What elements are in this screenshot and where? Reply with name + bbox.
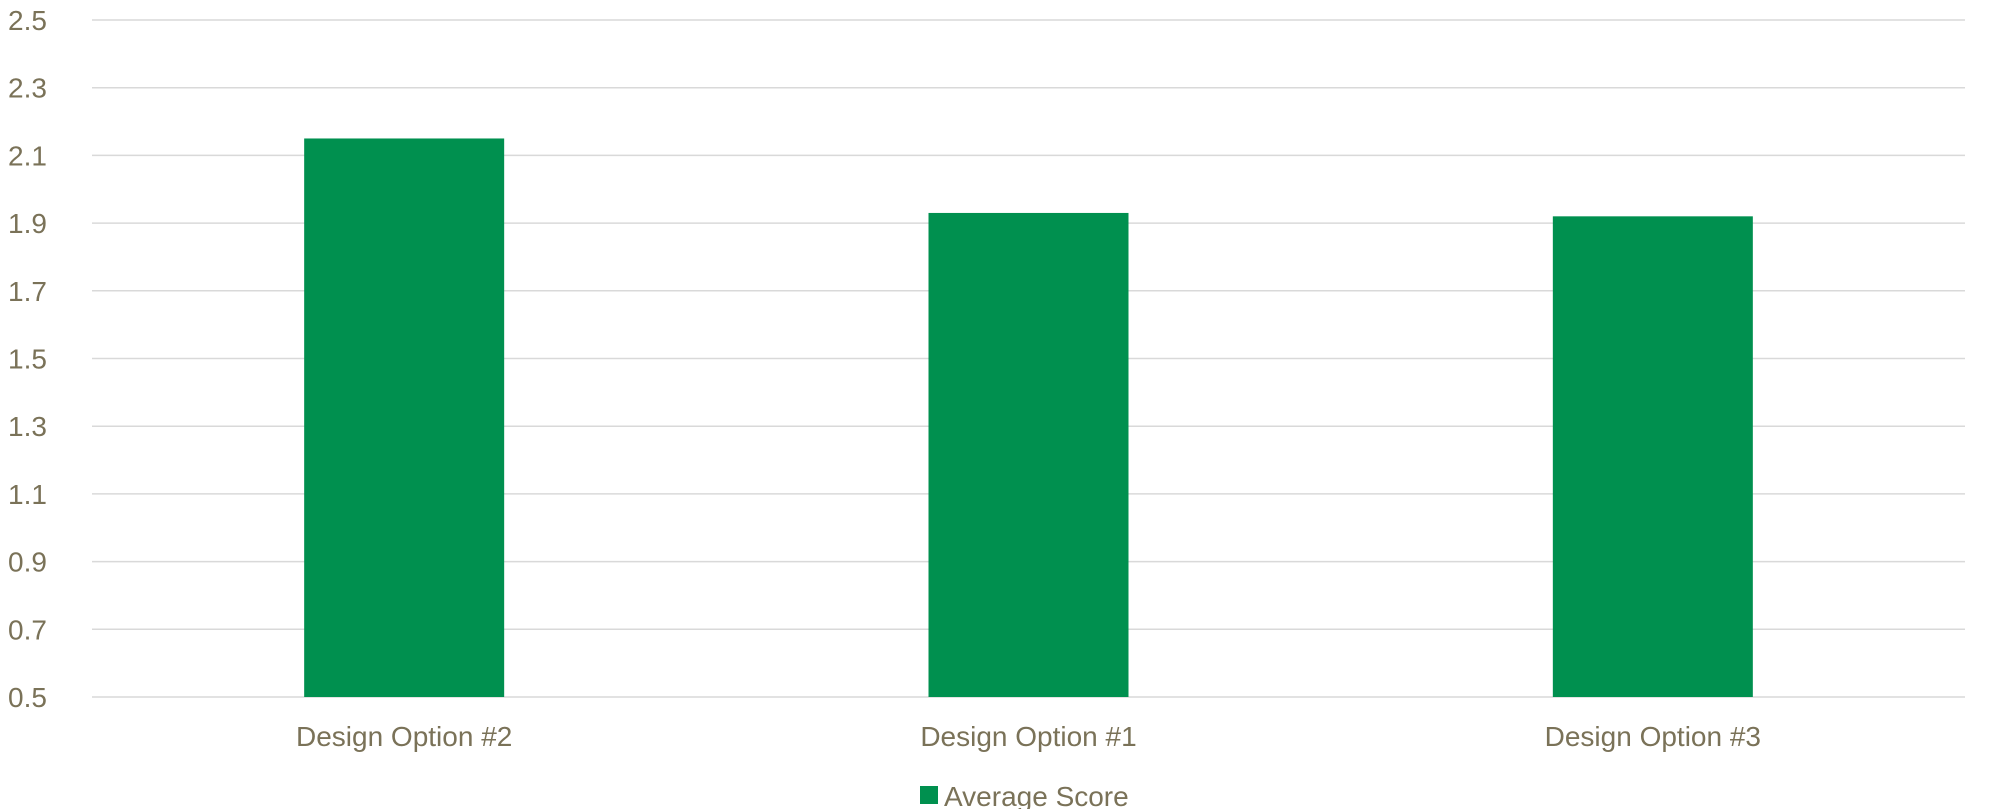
y-tick-label: 1.1 [8,479,47,510]
y-tick-label: 1.5 [8,344,47,375]
x-category-label: Design Option #3 [1545,721,1761,752]
y-tick-label: 2.1 [8,140,47,171]
y-tick-label: 2.5 [8,5,47,36]
bar [928,212,1129,697]
bars [304,138,1753,698]
x-axis: Design Option #2 Design Option #1 Design O… [296,721,1761,752]
y-tick-label: 1.7 [8,276,47,307]
y-tick-label: 1.3 [8,411,47,442]
bar [304,138,505,698]
legend-label: Average Score [944,781,1129,809]
y-tick-label: 0.9 [8,547,47,578]
bar [1552,216,1753,697]
legend: Average Score [920,781,1129,809]
legend-swatch [920,786,938,804]
y-tick-label: 0.7 [8,614,47,645]
y-tick-label: 1.9 [8,208,47,239]
x-category-label: Design Option #1 [920,721,1136,752]
y-axis: 0.5 0.7 0.9 1.1 1.3 1.5 1.7 1.9 2.1 2.3 2.5 [8,5,47,713]
y-tick-label: 2.3 [8,73,47,104]
y-tick-label: 0.5 [8,682,47,713]
x-category-label: Design Option #2 [296,721,512,752]
